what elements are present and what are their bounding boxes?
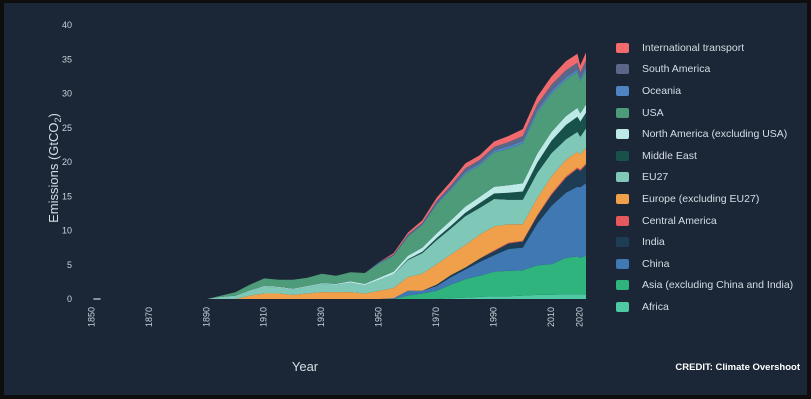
legend-item-north-america-excluding-usa: North America (excluding USA) bbox=[616, 123, 793, 145]
legend-swatch bbox=[616, 172, 629, 183]
y-tick-label: 25 bbox=[62, 123, 72, 133]
y-tick-label: 5 bbox=[67, 260, 72, 270]
legend-swatch bbox=[616, 64, 629, 75]
legend-item-china: China bbox=[616, 253, 793, 275]
legend: International transport South America Ocea… bbox=[616, 37, 793, 318]
y-tick-label: 0 bbox=[67, 294, 72, 304]
series-areas bbox=[92, 52, 586, 300]
y-axis-label: Emissions (GtCO2) bbox=[46, 113, 63, 223]
x-tick-label: 1910 bbox=[259, 307, 269, 327]
legend-swatch bbox=[616, 280, 629, 291]
legend-swatch bbox=[616, 150, 629, 161]
legend-label: India bbox=[642, 236, 665, 249]
area-eu27 bbox=[92, 128, 586, 299]
legend-item-africa: Africa bbox=[616, 296, 793, 318]
chart-panel: 0 5 10 15 20 25 30 35 40 1850 1870 1890 1910 1930 195… bbox=[4, 3, 807, 395]
legend-swatch bbox=[616, 85, 629, 96]
area-europe-excluding-eu27 bbox=[92, 147, 586, 299]
legend-label: Central America bbox=[642, 214, 717, 227]
legend-item-usa: USA bbox=[616, 102, 793, 124]
x-tick-label: 1930 bbox=[316, 307, 326, 327]
y-tick-label: 40 bbox=[62, 20, 72, 30]
area-asia-excluding-china-and-india bbox=[92, 255, 586, 299]
legend-item-south-america: South America bbox=[616, 59, 793, 81]
y-axis-ticks: 0 5 10 15 20 25 30 35 40 bbox=[62, 20, 72, 304]
y-tick-label: 10 bbox=[62, 226, 72, 236]
legend-item-asia-excluding-china-and-india: Asia (excluding China and India) bbox=[616, 275, 793, 297]
credit-text: CREDIT: Climate Overshoot bbox=[675, 362, 800, 373]
legend-swatch bbox=[616, 193, 629, 204]
y-tick-label: 15 bbox=[62, 191, 72, 201]
legend-swatch bbox=[616, 42, 629, 53]
x-tick-label: 1870 bbox=[144, 307, 154, 327]
x-tick-label: 2020 bbox=[575, 307, 585, 327]
y-tick-label: 30 bbox=[62, 89, 72, 99]
legend-label: Asia (excluding China and India) bbox=[642, 279, 794, 292]
legend-swatch bbox=[616, 258, 629, 269]
x-tick-label: 1850 bbox=[86, 307, 96, 327]
legend-item-eu27: EU27 bbox=[616, 167, 793, 189]
legend-item-international-transport: International transport bbox=[616, 37, 793, 59]
legend-label: South America bbox=[642, 63, 711, 76]
legend-label: Middle East bbox=[642, 149, 697, 162]
legend-swatch bbox=[616, 215, 629, 226]
emissions-area-chart: 0 5 10 15 20 25 30 35 40 1850 1870 1890 1910 1930 195… bbox=[46, 20, 586, 374]
legend-item-central-america: Central America bbox=[616, 210, 793, 232]
y-tick-label: 35 bbox=[62, 54, 72, 64]
legend-item-oceania: Oceania bbox=[616, 80, 793, 102]
legend-label: Oceania bbox=[642, 84, 682, 97]
legend-label: China bbox=[642, 257, 670, 270]
x-tick-label: 1950 bbox=[374, 307, 384, 327]
x-axis-ticks: 1850 1870 1890 1910 1930 1950 1970 1990 2010 2020 bbox=[86, 307, 584, 327]
legend-label: USA bbox=[642, 106, 664, 119]
legend-label: North America (excluding USA) bbox=[642, 128, 788, 141]
legend-item-middle-east: Middle East bbox=[616, 145, 793, 167]
x-tick-label: 1970 bbox=[431, 307, 441, 327]
legend-swatch bbox=[616, 107, 629, 118]
legend-swatch bbox=[616, 301, 629, 312]
legend-label: International transport bbox=[642, 41, 745, 54]
legend-label: EU27 bbox=[642, 171, 669, 184]
area-africa bbox=[92, 294, 586, 299]
x-tick-label: 2010 bbox=[546, 307, 556, 327]
legend-label: Europe (excluding EU27) bbox=[642, 192, 760, 205]
x-tick-label: 1890 bbox=[201, 307, 211, 327]
area-usa bbox=[92, 70, 586, 299]
y-tick-label: 20 bbox=[62, 157, 72, 167]
legend-item-europe-excluding-eu27: Europe (excluding EU27) bbox=[616, 188, 793, 210]
x-axis-label: Year bbox=[292, 359, 319, 374]
legend-label: Africa bbox=[642, 300, 669, 313]
x-tick-label: 1990 bbox=[488, 307, 498, 327]
legend-swatch bbox=[616, 129, 629, 140]
legend-item-india: India bbox=[616, 231, 793, 253]
legend-swatch bbox=[616, 237, 629, 248]
